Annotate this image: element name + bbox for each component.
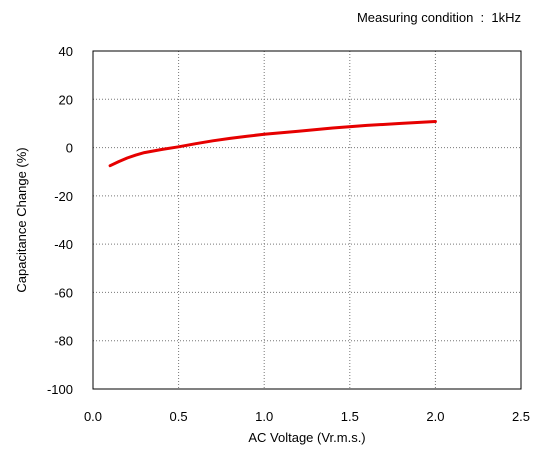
x-tick-label: 2.5 [512,409,530,424]
y-tick-label: -20 [54,189,73,204]
x-axis-label: AC Voltage (Vr.m.s.) [248,430,365,445]
y-axis-label: Capacitance Change (%) [14,147,29,292]
y-tick-label: -80 [54,334,73,349]
x-tick-label: 2.0 [426,409,444,424]
x-tick-label: 0.0 [84,409,102,424]
x-axis-ticks: 0.0 0.5 1.0 1.5 2.0 2.5 [84,409,530,424]
y-tick-label: 40 [59,44,73,59]
measuring-condition-note: Measuring condition : 1kHz [357,10,521,25]
grid [93,51,521,389]
x-tick-label: 0.5 [170,409,188,424]
x-tick-label: 1.5 [341,409,359,424]
y-tick-label: -100 [47,382,73,397]
y-tick-label: -60 [54,285,73,300]
x-tick-label: 1.0 [255,409,273,424]
series-layer [108,120,437,168]
series-line [108,120,437,168]
y-tick-label: 20 [59,92,73,107]
y-tick-label: 0 [66,141,73,156]
y-tick-label: -40 [54,237,73,252]
plot-frame [92,50,522,390]
y-axis-ticks: 40 20 0 -20 -40 -60 -80 -100 [47,44,73,397]
